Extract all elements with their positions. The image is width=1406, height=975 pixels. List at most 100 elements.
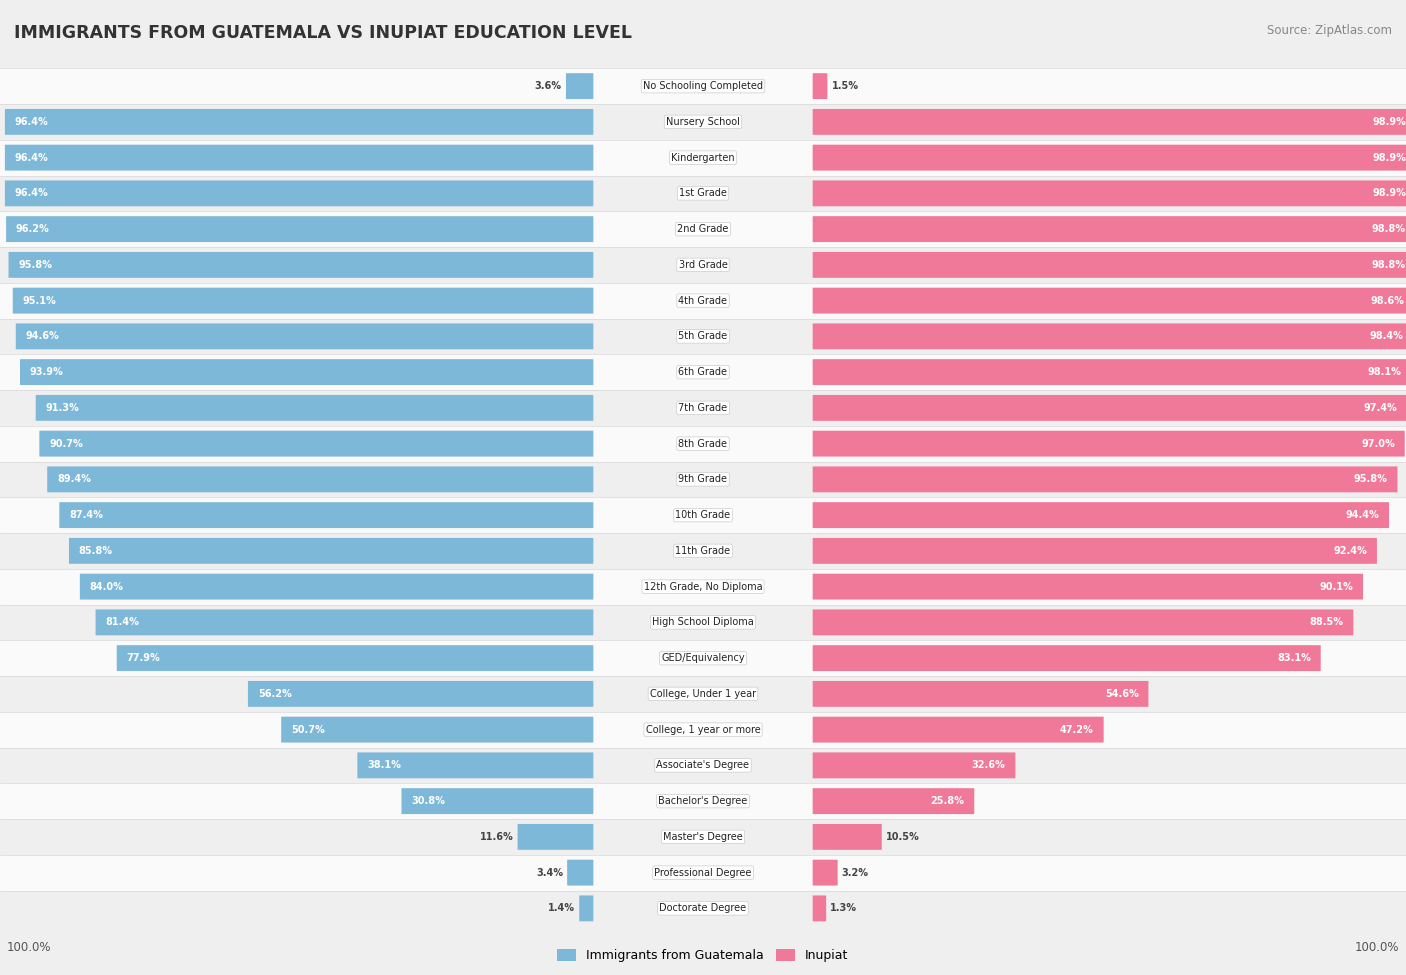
Text: 54.6%: 54.6% [1105,689,1139,699]
Text: 97.4%: 97.4% [1364,403,1398,412]
FancyBboxPatch shape [15,324,593,349]
Text: 100.0%: 100.0% [7,941,52,955]
Text: 93.9%: 93.9% [30,368,63,377]
FancyBboxPatch shape [813,144,1406,171]
Text: No Schooling Completed: No Schooling Completed [643,81,763,91]
Text: 10.5%: 10.5% [886,832,920,841]
Bar [0,641,1406,676]
Bar [0,819,1406,855]
Text: 32.6%: 32.6% [972,760,1005,770]
Text: 88.5%: 88.5% [1309,617,1344,627]
Text: 89.4%: 89.4% [58,475,91,485]
Text: 1st Grade: 1st Grade [679,188,727,198]
FancyBboxPatch shape [813,788,974,814]
FancyBboxPatch shape [20,359,593,385]
Text: College, 1 year or more: College, 1 year or more [645,724,761,734]
FancyBboxPatch shape [6,216,593,242]
Bar [0,604,1406,641]
Text: 98.9%: 98.9% [1372,188,1406,198]
FancyBboxPatch shape [813,395,1406,421]
Text: 96.4%: 96.4% [14,153,48,163]
FancyBboxPatch shape [813,466,1398,492]
Text: Nursery School: Nursery School [666,117,740,127]
Text: College, Under 1 year: College, Under 1 year [650,689,756,699]
Text: 98.8%: 98.8% [1372,224,1406,234]
Text: Bachelor's Degree: Bachelor's Degree [658,797,748,806]
Bar [0,676,1406,712]
Text: 83.1%: 83.1% [1277,653,1310,663]
FancyBboxPatch shape [813,359,1406,385]
Bar [0,533,1406,568]
Bar [0,139,1406,176]
FancyBboxPatch shape [13,288,593,314]
Text: 92.4%: 92.4% [1333,546,1367,556]
FancyBboxPatch shape [813,717,1104,743]
Bar [0,712,1406,748]
Bar [0,426,1406,461]
Text: 96.4%: 96.4% [14,188,48,198]
Text: 90.1%: 90.1% [1319,582,1353,592]
Text: 81.4%: 81.4% [105,617,139,627]
Text: 3rd Grade: 3rd Grade [679,260,727,270]
Bar [0,783,1406,819]
Bar [0,461,1406,497]
Text: 84.0%: 84.0% [90,582,124,592]
FancyBboxPatch shape [813,324,1406,349]
Text: GED/Equivalency: GED/Equivalency [661,653,745,663]
FancyBboxPatch shape [813,109,1406,135]
Text: 38.1%: 38.1% [367,760,401,770]
FancyBboxPatch shape [247,681,593,707]
Text: 95.8%: 95.8% [18,260,52,270]
Text: 94.6%: 94.6% [25,332,59,341]
FancyBboxPatch shape [813,895,827,921]
Text: 100.0%: 100.0% [1354,941,1399,955]
Text: 25.8%: 25.8% [931,797,965,806]
FancyBboxPatch shape [813,645,1320,671]
Bar [0,890,1406,926]
Text: 6th Grade: 6th Grade [679,368,727,377]
Text: 98.9%: 98.9% [1372,153,1406,163]
FancyBboxPatch shape [813,681,1149,707]
Text: 11.6%: 11.6% [479,832,513,841]
Text: 30.8%: 30.8% [412,797,446,806]
FancyBboxPatch shape [4,109,593,135]
FancyBboxPatch shape [48,466,593,492]
Bar [0,283,1406,319]
Text: Professional Degree: Professional Degree [654,868,752,878]
FancyBboxPatch shape [69,538,593,564]
Text: 50.7%: 50.7% [291,724,325,734]
FancyBboxPatch shape [813,609,1354,636]
Bar [0,212,1406,247]
Text: 1.4%: 1.4% [548,904,575,914]
Bar [0,855,1406,890]
FancyBboxPatch shape [813,431,1405,456]
Bar [0,104,1406,139]
Text: 5th Grade: 5th Grade [679,332,727,341]
FancyBboxPatch shape [813,573,1362,600]
FancyBboxPatch shape [39,431,593,456]
Text: 95.1%: 95.1% [22,295,56,305]
Text: 98.8%: 98.8% [1372,260,1406,270]
FancyBboxPatch shape [8,252,593,278]
FancyBboxPatch shape [567,73,593,99]
Text: 47.2%: 47.2% [1060,724,1094,734]
FancyBboxPatch shape [813,502,1389,528]
FancyBboxPatch shape [80,573,593,600]
FancyBboxPatch shape [813,180,1406,207]
Text: 98.9%: 98.9% [1372,117,1406,127]
Bar [0,497,1406,533]
Text: 3.4%: 3.4% [536,868,562,878]
Text: 77.9%: 77.9% [127,653,160,663]
FancyBboxPatch shape [813,288,1406,314]
FancyBboxPatch shape [357,753,593,778]
Text: 94.4%: 94.4% [1346,510,1379,520]
Text: 98.4%: 98.4% [1369,332,1403,341]
Bar [0,319,1406,354]
Text: 98.1%: 98.1% [1368,368,1402,377]
Bar [0,247,1406,283]
FancyBboxPatch shape [4,144,593,171]
Text: 11th Grade: 11th Grade [675,546,731,556]
Text: Doctorate Degree: Doctorate Degree [659,904,747,914]
Text: 2nd Grade: 2nd Grade [678,224,728,234]
FancyBboxPatch shape [59,502,593,528]
